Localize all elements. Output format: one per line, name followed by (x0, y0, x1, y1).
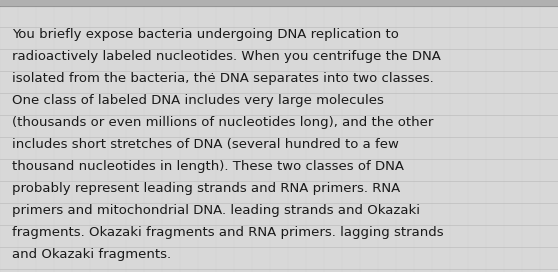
Text: includes short stretches of DNA (several hundred to a few: includes short stretches of DNA (several… (12, 138, 399, 151)
Text: and Okazaki fragments.: and Okazaki fragments. (12, 248, 171, 261)
Text: probably represent leading strands and RNA primers. RNA: probably represent leading strands and R… (12, 182, 400, 195)
Text: thousand nucleotides in length). These two classes of DNA: thousand nucleotides in length). These t… (12, 160, 404, 173)
Text: isolated from the bacteria, thė DNA separates into two classes.: isolated from the bacteria, thė DNA sep… (12, 72, 434, 85)
Text: One class of labeled DNA includes very large molecules: One class of labeled DNA includes very l… (12, 94, 384, 107)
Text: primers and mitochondrial DNA. leading strands and Okazaki: primers and mitochondrial DNA. leading s… (12, 204, 420, 217)
Bar (0, 0, 558, 5)
Text: fragments. Okazaki fragments and RNA primers. lagging strands: fragments. Okazaki fragments and RNA pri… (12, 226, 444, 239)
Text: (thousands or even millions of nucleotides long), and the other: (thousands or even millions of nucleotid… (12, 116, 434, 129)
Text: radioactively labeled nucleotides. When you centrifuge the DNA: radioactively labeled nucleotides. When … (12, 50, 441, 63)
Text: You briefly expose bacteria undergoing DNA replication to: You briefly expose bacteria undergoing D… (12, 28, 399, 41)
